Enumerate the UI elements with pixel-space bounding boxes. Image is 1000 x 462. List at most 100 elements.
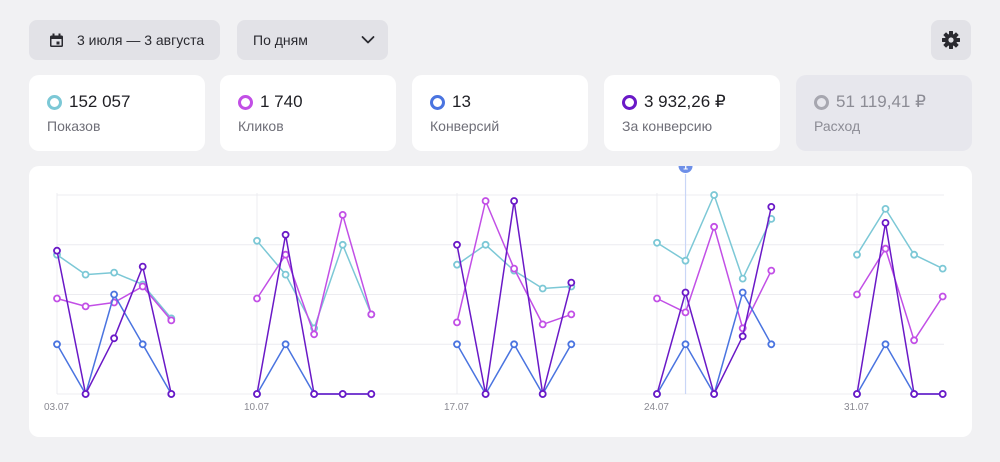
data-point — [367, 310, 376, 319]
series-line — [256, 343, 372, 395]
data-point — [538, 284, 547, 293]
metric-value: 13 — [452, 92, 471, 111]
settings-button[interactable] — [931, 20, 971, 60]
data-point — [653, 294, 661, 303]
x-tick-label: 10.07 — [244, 402, 269, 413]
series-line — [456, 200, 572, 326]
toolbar: 3 июля — 3 августа По дням — [29, 20, 971, 60]
x-tick-label: 24.07 — [644, 402, 669, 413]
data-point — [510, 264, 519, 273]
metric-label: Конверсий — [430, 118, 500, 134]
data-point — [710, 191, 718, 199]
data-point — [453, 318, 461, 327]
data-point — [767, 340, 776, 349]
data-point — [681, 308, 690, 317]
data-point — [538, 390, 547, 398]
data-point — [910, 336, 918, 345]
period-select-value: По дням — [253, 32, 308, 48]
data-point — [938, 292, 947, 301]
series-line — [256, 234, 372, 395]
metric-card-spend[interactable]: 51 119,41 ₽ Расход — [796, 75, 972, 151]
metric-value: 152 057 — [69, 92, 131, 111]
data-point — [138, 282, 147, 291]
data-point — [853, 390, 861, 398]
x-tick-label: 03.07 — [44, 402, 69, 413]
data-point — [681, 256, 690, 265]
series-line — [656, 291, 772, 395]
data-point — [110, 334, 118, 343]
metric-value: 3 932,26 ₽ — [644, 92, 726, 111]
metric-card-clicks[interactable]: 1 740 Кликов — [220, 75, 396, 151]
metric-card-cost-per-conversion[interactable]: 3 932,26 ₽ За конверсию — [604, 75, 780, 151]
data-point — [481, 390, 490, 398]
metric-cards: 152 057 Показов 1 740 Кликов 13 Конверси… — [29, 75, 972, 151]
data-point — [281, 270, 290, 279]
x-tick-label: 31.07 — [844, 402, 869, 413]
data-point — [281, 340, 290, 349]
data-point — [881, 340, 890, 349]
data-point — [253, 236, 261, 245]
data-point — [167, 390, 176, 398]
data-point — [253, 294, 261, 303]
data-point — [481, 240, 490, 249]
gear-icon — [942, 31, 960, 49]
data-point — [253, 390, 261, 398]
data-point — [881, 219, 890, 227]
series-line — [856, 222, 943, 395]
series-line — [856, 343, 943, 395]
metric-value: 51 119,41 ₽ — [836, 92, 926, 111]
data-point — [81, 390, 90, 398]
data-point — [110, 290, 118, 299]
data-point — [910, 390, 918, 398]
data-point — [881, 205, 890, 213]
data-point — [653, 238, 661, 247]
data-point — [81, 270, 90, 279]
cost-per-conversion-toggle-icon — [622, 94, 637, 110]
metric-label: Показов — [47, 118, 101, 134]
metric-card-conversions[interactable]: 13 Конверсий — [412, 75, 588, 151]
data-point — [138, 262, 147, 271]
metric-label: За конверсию — [622, 118, 713, 134]
series-line — [656, 194, 772, 280]
data-point — [510, 197, 519, 205]
data-point — [167, 316, 176, 325]
data-point — [453, 260, 461, 269]
data-point — [681, 340, 690, 349]
series-line — [856, 247, 944, 342]
data-point — [338, 211, 347, 219]
period-select[interactable]: По дням — [237, 20, 388, 60]
data-point — [881, 244, 890, 253]
data-point — [710, 222, 718, 231]
data-point — [338, 240, 347, 249]
data-point — [938, 390, 947, 398]
data-point — [681, 288, 690, 297]
data-point — [538, 320, 547, 329]
series-line — [656, 206, 773, 395]
metric-card-impressions[interactable]: 152 057 Показов — [29, 75, 205, 151]
data-point — [567, 310, 576, 319]
series-line — [456, 200, 573, 395]
metric-label: Кликов — [238, 118, 284, 134]
data-point — [53, 246, 61, 255]
series-line — [856, 208, 944, 270]
data-point — [853, 290, 861, 299]
data-point — [53, 294, 61, 303]
data-point — [767, 266, 776, 275]
data-point — [310, 390, 319, 398]
data-point — [738, 274, 747, 283]
series-line — [56, 254, 172, 319]
conversions-toggle-icon — [430, 94, 445, 110]
date-range-button[interactable]: 3 июля — 3 августа — [29, 20, 220, 60]
data-point — [481, 197, 490, 205]
data-point — [653, 390, 661, 398]
data-point — [453, 340, 461, 349]
annotation-label: 1 — [683, 166, 688, 172]
data-point — [138, 340, 147, 349]
data-point — [853, 250, 861, 259]
chart-panel: 03.07 10.07 17.07 24.07 31.07 1 — [29, 159, 972, 437]
data-point — [938, 264, 947, 273]
data-point — [738, 288, 747, 297]
data-point — [910, 250, 918, 259]
line-chart[interactable]: 03.07 10.07 17.07 24.07 31.07 1 — [29, 159, 972, 437]
data-point — [53, 340, 61, 349]
